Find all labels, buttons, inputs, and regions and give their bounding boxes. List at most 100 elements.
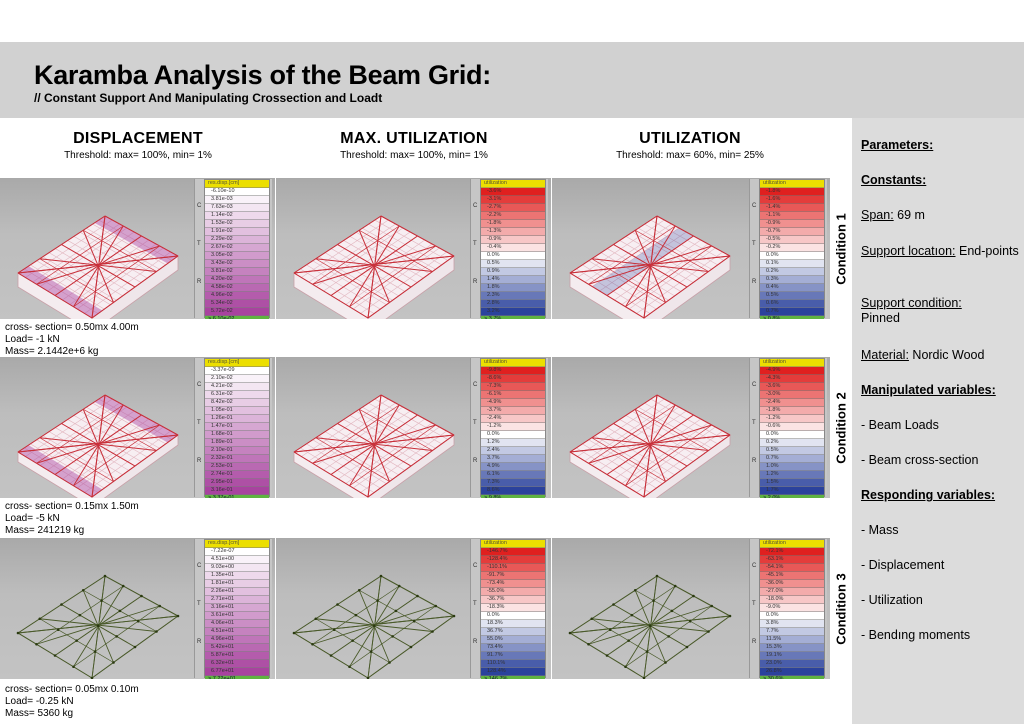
condition-info: cross- section= 0.05mx 0.10m Load= -0.25 … [5,684,139,720]
beam-element [367,434,455,498]
info-load: Load= -0.25 kN [5,696,74,707]
legend-entry: 5.72e-02 [205,308,269,316]
info-mass: Mass= 2.1442e+6 kg [5,346,99,357]
legend-entry: -1.2% [760,415,824,423]
legend-entry: -7.3% [481,383,545,391]
beam-element [656,215,731,257]
beam-element [635,408,709,451]
column-threshold: Threshold: max= 60%, min= 25% [616,150,764,161]
legend-side-label: R [473,639,478,645]
legend-entry: 15.3% [760,644,824,652]
legend-entry: 18.3% [481,620,545,628]
beam-element [91,434,179,498]
node-point [96,624,100,628]
legend-entry: -2.7% [481,204,545,212]
legend-entry: 8.6% [481,487,545,495]
legend-entry: 0.3% [760,276,824,284]
node-point [612,603,615,606]
legend-entry: 0.0% [760,252,824,260]
beam-element [54,235,142,296]
beam-element [73,245,160,308]
node-point [397,584,401,588]
legend-overflow-entry: > 7.22e+01 [205,676,269,679]
legend-entry: 0.2% [760,439,824,447]
beam-element [330,235,418,296]
legend-side-label: T [473,601,477,607]
node-point [103,574,107,578]
legend-entry: 1.53e-02 [205,220,269,228]
legend-title: utilization [481,180,545,188]
node-point [35,642,38,646]
beam-element [359,229,433,272]
legend-side-label: C [752,382,757,388]
responding-item: - Displacement [861,558,945,572]
legend-entry: -0.9% [481,236,545,244]
span-param: Span: 69 m [861,208,1021,223]
legend-entry: -128.4% [481,556,545,564]
page-subtitle: // Constant Support And Manipulating Cro… [34,91,383,105]
legend-entry: 2.53e-01 [205,463,269,471]
legend-entry: 23.0% [760,660,824,668]
legend-entry: -4.9% [760,367,824,375]
column-threshold: Threshold: max= 100%, min= 1% [64,150,212,161]
legend-entry: 11.5% [760,636,824,644]
span-label: Span: [861,208,894,222]
beam-element [367,255,455,319]
legend-entry: -9.0% [760,604,824,612]
legend-entry: 4.96e-02 [205,292,269,300]
legend-entry: 110.1% [481,660,545,668]
node-point [655,574,659,578]
node-point [434,604,438,608]
node-point [336,603,339,606]
legend-entry: -73.4% [481,580,545,588]
beam-element [625,245,712,308]
legend-entry: 0.9% [481,268,545,276]
info-cross-section: cross- section= 0.05mx 0.10m [5,684,139,695]
legend-entry: 1.91e-02 [205,228,269,236]
legend-overflow-entry: > 3.7% [481,316,545,319]
info-mass: Mass= 241219 kg [5,525,85,536]
condition-label-text: Condition 3 [833,572,849,645]
legend-entry: 0.2% [760,268,824,276]
legend-entry: -1.8% [481,220,545,228]
legend-entry: -72.1% [760,548,824,556]
legend-entry: 0.0% [481,431,545,439]
node-point [388,661,391,664]
condition-label: Condition 1 [831,178,851,319]
span-value: 69 m [893,208,925,222]
column-header-displacement: DISPLACEMENT Threshold: max= 100%, min= … [0,130,276,161]
support-condition-param: Support condition: Pinned [861,296,1021,326]
legend-entry: 128.4% [481,668,545,676]
condition-label: Condition 3 [831,538,851,679]
legend-entry: -91.7% [481,572,545,580]
node-point [685,645,689,649]
legend-entry: -3.7% [481,407,545,415]
legend-entry: -0.4% [481,244,545,252]
node-point [38,617,42,621]
legend-side-label: R [752,279,757,285]
legend-entry: 1.2% [481,439,545,447]
node-point [60,603,63,606]
node-point [354,613,358,617]
legend-side-label: T [473,420,477,426]
node-point [133,645,137,649]
legend-side-label: C [473,563,478,569]
node-point [379,574,383,578]
node-point [118,609,122,613]
node-point [605,654,609,657]
node-point [314,617,318,621]
node-point [624,665,627,669]
legend-entry: 0.5% [760,447,824,455]
legend-entry: 6.77e+01 [205,668,269,676]
legend-entry: -1.3% [481,228,545,236]
legend-entry: 0.7% [760,455,824,463]
legend-entry: -7.22e-07 [205,548,269,556]
info-cross-section: cross- section= 0.15mx 1.50m [5,501,139,512]
legend-entry: -36.7% [481,596,545,604]
